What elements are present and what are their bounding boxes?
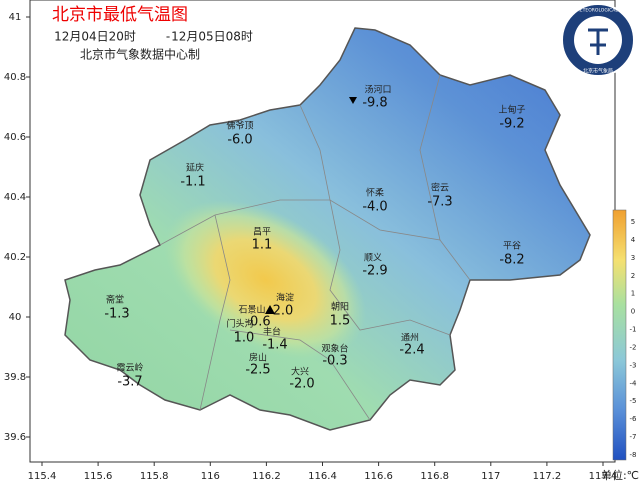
station-name: 密云 (431, 182, 449, 194)
max-marker (265, 305, 275, 314)
colorbar-label: -8 (630, 451, 637, 459)
colorbar-label: 4 (631, 236, 636, 244)
colorbar-label: -3 (630, 361, 637, 369)
city-boundary (64, 27, 591, 431)
x-tick-label: 116.8 (420, 471, 449, 482)
colorbar-label: -5 (630, 397, 637, 405)
station-temp: -2.5 (245, 363, 270, 378)
station-temp: 1.0 (234, 331, 255, 346)
station-name: 丰台 (263, 326, 281, 338)
x-tick-label: 115.8 (140, 471, 169, 482)
station-name: 平谷 (503, 241, 521, 252)
station-temp: -2.0 (289, 377, 314, 392)
station-name: 海淀 (276, 292, 294, 304)
colorbar-label: -2 (630, 343, 637, 351)
station-name: 朝阳 (331, 302, 349, 313)
period-separator: - (166, 30, 170, 44)
y-tick-label: 41 (9, 12, 22, 23)
station-name: 怀柔 (366, 187, 384, 199)
unit-label: 单位:℃ (601, 468, 639, 482)
x-tick-label: 115.4 (28, 471, 57, 482)
station-name: 佛爷顶 (226, 120, 253, 132)
station-temp: -9.8 (362, 96, 387, 111)
y-tick-label: 40.6 (4, 132, 26, 143)
logo-text-en: BEIJING METEOROLOGICAL SERVICE (558, 8, 639, 14)
colorbar-label: -4 (630, 379, 638, 387)
station-name: 昌平 (253, 227, 271, 238)
colorbar (612, 209, 627, 461)
station-temp: -0.6 (245, 315, 270, 330)
station-name: 上甸子 (498, 104, 525, 116)
colorbar-label: 5 (631, 218, 635, 226)
source: 北京市气象数据中心制 (80, 47, 200, 62)
y-tick-label: 39.6 (4, 432, 26, 443)
x-tick-label: 117.2 (533, 471, 562, 482)
y-tick-label: 40 (9, 312, 22, 323)
colorbar-label: 2 (631, 272, 635, 280)
y-tick-label: 40.4 (4, 192, 26, 203)
station-temp: -2.9 (362, 264, 387, 279)
station-name: 斋堂 (106, 294, 124, 306)
x-tick-label: 117 (481, 471, 500, 482)
station-temp: -1.1 (180, 175, 205, 190)
station-temp: -3.7 (117, 375, 142, 390)
station-name: 观象台 (321, 343, 348, 355)
x-tick-label: 116.4 (308, 471, 337, 482)
y-tick-label: 40.8 (4, 72, 26, 83)
station-name: 汤河口 (364, 84, 391, 96)
y-tick-label: 39.8 (4, 372, 26, 383)
colorbar-label: -1 (630, 326, 637, 334)
station-temp: -4.0 (362, 200, 387, 215)
station-temp: -1.3 (104, 307, 129, 322)
logo: BEIJING METEOROLOGICAL SERVICE 北京市气象局 (558, 3, 639, 77)
x-tick-label: 116.2 (252, 471, 281, 482)
colorbar-label: 0 (631, 308, 635, 316)
station-name: 顺义 (364, 253, 382, 264)
logo-text-cn: 北京市气象局 (583, 68, 613, 75)
station-temp: -2.4 (399, 343, 424, 358)
period-start: 12月04日20时 (54, 30, 136, 44)
district-boundaries (159, 74, 471, 421)
y-tick-label: 40.2 (4, 252, 26, 263)
station-name: 门头沟 (226, 318, 253, 330)
station-temp: 2.0 (273, 304, 294, 319)
station-temp: -9.2 (499, 117, 524, 132)
colorbar-label: 1 (631, 290, 635, 298)
x-tick-label: 116 (201, 471, 220, 482)
station-temp: -0.3 (322, 354, 347, 369)
colorbar-label: 3 (631, 254, 635, 262)
station-temp: -8.2 (499, 253, 524, 268)
x-tick-label: 117.4 (589, 471, 618, 482)
x-tick-label: 115.6 (84, 471, 113, 482)
station-temp: 1.1 (252, 238, 273, 253)
station-name: 延庆 (186, 162, 204, 174)
min-marker (349, 97, 357, 104)
station-temp: -7.3 (427, 195, 452, 210)
station-temp: -6.0 (227, 133, 252, 148)
map-title: 北京市最低气温图 (52, 5, 188, 25)
colorbar-label: -7 (630, 433, 637, 441)
station-name: 石景山 (238, 305, 265, 316)
period-end: 12月05日08时 (171, 30, 253, 44)
station-name: 大兴 (291, 366, 309, 378)
station-name: 霞云岭 (116, 362, 143, 374)
station-temp: 1.5 (330, 314, 351, 329)
station-name: 房山 (249, 352, 267, 364)
station-temp: -1.4 (262, 338, 287, 353)
colorbar-label: -6 (630, 415, 638, 423)
x-tick-label: 116.6 (364, 471, 393, 482)
station-name: 通州 (401, 333, 419, 344)
